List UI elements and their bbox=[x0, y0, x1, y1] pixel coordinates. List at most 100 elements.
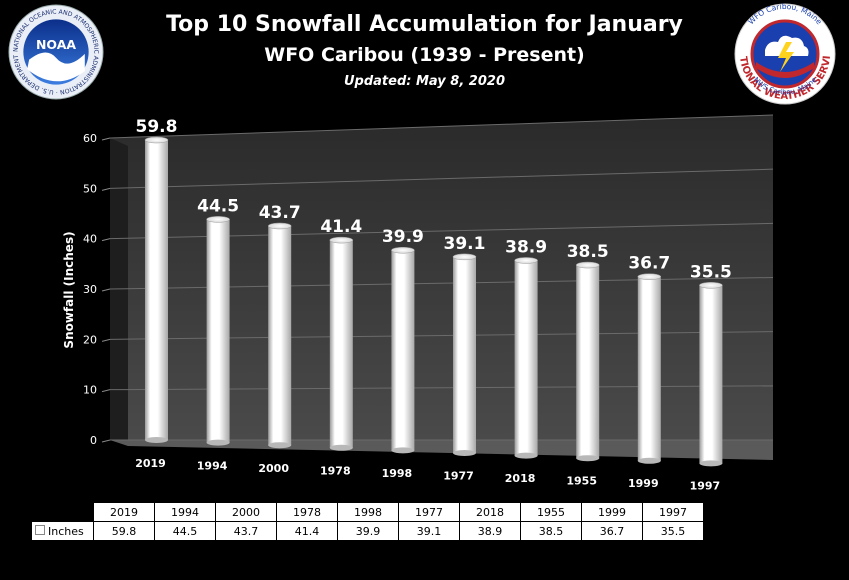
x-tick-label: 2000 bbox=[258, 462, 289, 475]
bar-cap bbox=[267, 222, 292, 230]
y-tick-label: 50 bbox=[83, 182, 97, 195]
x-tick-label: 1977 bbox=[443, 470, 474, 483]
bar bbox=[391, 250, 415, 451]
table-cell: 36.7 bbox=[581, 521, 643, 541]
table-cell: 39.9 bbox=[337, 521, 399, 541]
bar-base bbox=[268, 442, 292, 449]
table-header-cell: 1998 bbox=[337, 502, 399, 522]
table-header-row: 2019 1994 2000 1978 1998 1977 2018 1955 1999 1997 bbox=[31, 502, 704, 522]
bar-chart: 0 10 20 30 40 50 60 Snowfall (Inches) 59.8 44.5… bbox=[62, 114, 774, 493]
y-tick-mark bbox=[101, 187, 111, 191]
y-axis-label: Snowfall (Inches) bbox=[62, 231, 76, 348]
table-row: Inches 59.8 44.5 43.7 41.4 39.9 39.1 38.9 38.5 3… bbox=[31, 521, 704, 541]
updated-note: Updated: May 8, 2020 bbox=[343, 74, 505, 89]
value-labels: 59.8 44.5 43.7 41.4 39.9 39.1 38.9 38.5 36.7 35.5 bbox=[136, 117, 732, 282]
x-tick-label: 2018 bbox=[505, 472, 536, 485]
table-header-cell: 1999 bbox=[581, 502, 643, 522]
table-corner-cell bbox=[31, 502, 94, 522]
value-label: 59.8 bbox=[136, 117, 178, 137]
y-tick-mark bbox=[101, 288, 111, 292]
x-tick-label: 1978 bbox=[320, 465, 351, 478]
bar-base bbox=[329, 444, 353, 451]
bars bbox=[144, 136, 723, 467]
gridline bbox=[109, 168, 774, 189]
bar-base bbox=[453, 450, 476, 456]
bar-base bbox=[637, 457, 661, 464]
x-tick-label: 1998 bbox=[382, 467, 413, 480]
y-tick-label: 0 bbox=[90, 434, 97, 447]
data-table: 2019 1994 2000 1978 1998 1977 2018 1955 1999 1997… bbox=[31, 502, 704, 541]
bar-cap bbox=[329, 236, 354, 244]
table-cell: 38.9 bbox=[459, 521, 521, 541]
table-header-cell: 1978 bbox=[276, 502, 338, 522]
value-label: 41.4 bbox=[320, 217, 362, 237]
table-header-cell: 2000 bbox=[215, 502, 277, 522]
bar-cap bbox=[637, 273, 662, 280]
table-cell: 41.4 bbox=[276, 521, 338, 541]
value-label: 39.9 bbox=[382, 227, 424, 247]
legend-swatch bbox=[35, 524, 45, 535]
bar bbox=[576, 265, 600, 459]
y-tick-label: 60 bbox=[83, 132, 97, 145]
value-label: 38.9 bbox=[505, 237, 547, 257]
y-tick-mark bbox=[101, 137, 111, 141]
bar-cap bbox=[144, 136, 169, 144]
bar-cap bbox=[391, 246, 415, 254]
table-header-cell: 1997 bbox=[642, 502, 704, 522]
y-tick-label: 10 bbox=[83, 384, 97, 397]
y-tick-mark bbox=[101, 338, 111, 342]
x-tick-label: 1994 bbox=[197, 460, 228, 473]
table-row-label-text: Inches bbox=[48, 524, 84, 538]
noaa-logo: NOAA NATIONAL OCEANIC AND ATMOSPHERIC AD… bbox=[8, 4, 104, 100]
table-cell: 43.7 bbox=[215, 521, 277, 541]
chart-title: Top 10 Snowfall Accumulation for January bbox=[166, 12, 683, 37]
value-label: 35.5 bbox=[690, 262, 732, 282]
table-cell: 38.5 bbox=[520, 521, 582, 541]
bar-cap bbox=[699, 282, 723, 289]
table-header-cell: 2019 bbox=[93, 502, 155, 522]
nws-logo: WFO Caribou, Maine NATIONAL WEATHER SERV… bbox=[730, 2, 836, 105]
x-tick-label: 1955 bbox=[566, 475, 597, 488]
bar-cap bbox=[514, 257, 538, 264]
y-tick-label: 20 bbox=[83, 333, 97, 346]
table-cell: 39.1 bbox=[398, 521, 460, 541]
value-label: 43.7 bbox=[259, 203, 301, 223]
y-tick-label: 30 bbox=[83, 283, 97, 296]
chart-subtitle: WFO Caribou (1939 - Present) bbox=[264, 44, 585, 66]
table-header-cell: 1994 bbox=[154, 502, 216, 522]
gridline bbox=[109, 114, 774, 139]
bar-cap bbox=[452, 253, 477, 261]
y-tick-mark bbox=[101, 439, 111, 443]
bar bbox=[453, 256, 476, 453]
bar-cap bbox=[206, 216, 230, 223]
bar-base bbox=[206, 439, 230, 446]
bar-base bbox=[145, 437, 168, 443]
y-axis-ticks: 0 10 20 30 40 50 60 bbox=[83, 132, 97, 447]
chart-side-wall bbox=[110, 138, 128, 446]
bar bbox=[329, 240, 353, 448]
value-label: 36.7 bbox=[628, 254, 670, 274]
value-label: 44.5 bbox=[197, 196, 239, 216]
table-header-cell: 1955 bbox=[520, 502, 582, 522]
x-tick-label: 2019 bbox=[135, 457, 166, 470]
bar bbox=[637, 276, 661, 461]
bar-base bbox=[391, 447, 415, 454]
x-axis-labels: 2019 1994 2000 1978 1998 1977 2018 1955 1999 1997 bbox=[135, 457, 720, 493]
value-label: 38.5 bbox=[567, 242, 609, 262]
table-row-label: Inches bbox=[31, 521, 94, 541]
bar bbox=[514, 260, 538, 456]
table-cell: 35.5 bbox=[642, 521, 704, 541]
bar bbox=[206, 219, 230, 443]
y-tick-mark bbox=[101, 389, 111, 393]
bar-base bbox=[514, 452, 538, 459]
bar-base bbox=[576, 455, 600, 462]
y-tick-label: 40 bbox=[83, 233, 97, 246]
value-label: 39.1 bbox=[444, 234, 486, 254]
bar-base bbox=[699, 460, 723, 467]
bar bbox=[268, 225, 292, 446]
x-tick-label: 1999 bbox=[628, 477, 659, 490]
table-header-cell: 2018 bbox=[459, 502, 521, 522]
bar-cap bbox=[575, 261, 600, 269]
table-header-cell: 1977 bbox=[398, 502, 460, 522]
bar bbox=[699, 285, 723, 464]
